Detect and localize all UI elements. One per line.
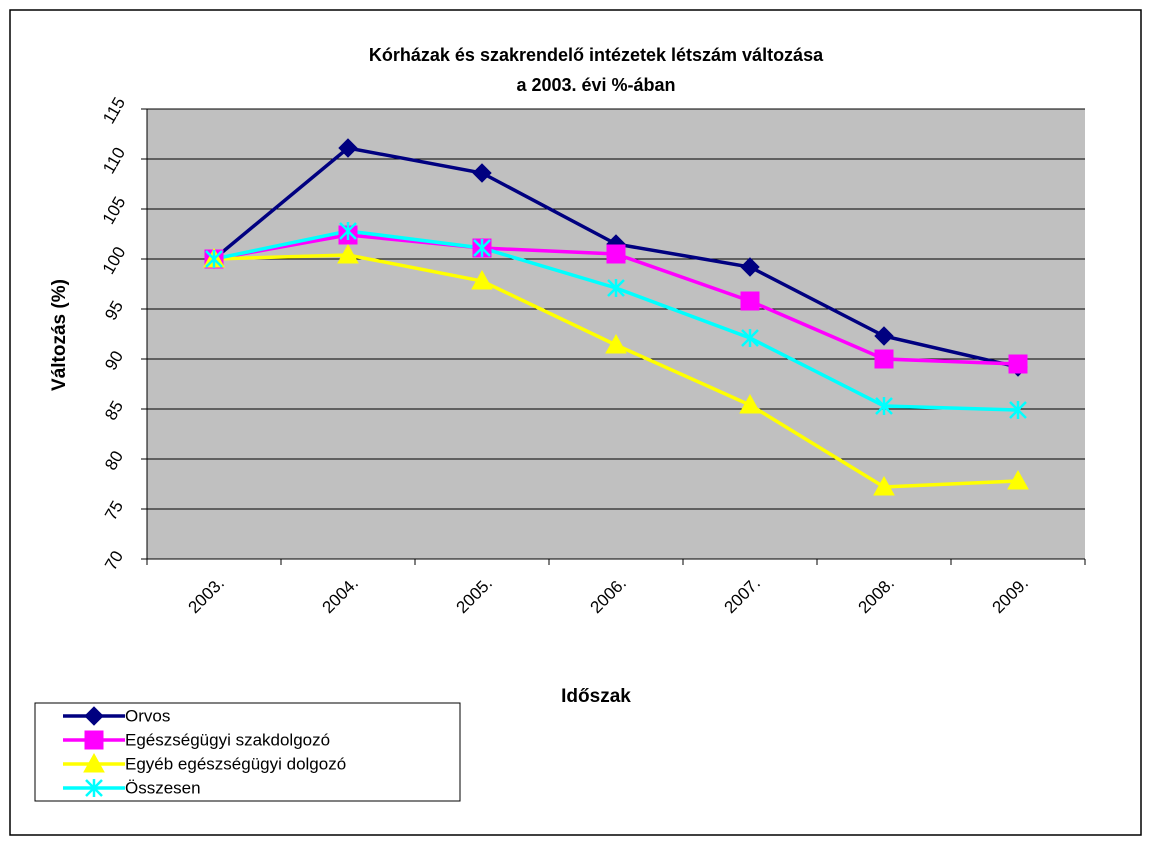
marker	[338, 138, 358, 158]
marker	[741, 329, 759, 347]
marker	[607, 279, 625, 297]
marker	[1009, 401, 1027, 419]
marker	[606, 244, 626, 264]
legend-marker	[84, 706, 104, 726]
marker	[337, 243, 359, 264]
marker	[205, 250, 223, 268]
legend-label: Egyéb egészségügyi dolgozó	[125, 754, 346, 773]
legend-marker	[85, 779, 103, 797]
marker	[471, 269, 493, 290]
marker	[339, 222, 357, 240]
marker	[605, 333, 627, 354]
marker	[739, 393, 761, 414]
marker	[874, 349, 894, 369]
legend-box	[34, 702, 461, 802]
marker	[472, 163, 492, 183]
marker	[875, 397, 893, 415]
marker	[1008, 354, 1028, 374]
legend-marker	[83, 752, 105, 773]
marker	[740, 291, 760, 311]
chart-subtitle: a 2003. évi %-ában	[516, 75, 675, 95]
legend-label: Egészségügyi szakdolgozó	[125, 730, 330, 749]
marker	[874, 326, 894, 346]
marker	[473, 239, 491, 257]
marker	[740, 257, 760, 277]
legend-marker	[84, 730, 104, 750]
marker	[873, 475, 895, 496]
chart-title: Kórházak és szakrendelő intézetek létszá…	[369, 45, 824, 65]
marker	[1007, 469, 1029, 490]
legend-label: Orvos	[125, 706, 170, 725]
legend-label: Összesen	[125, 778, 201, 797]
y-axis-title: Változás (%)	[49, 279, 70, 391]
x-axis-title: Időszak	[561, 686, 631, 707]
